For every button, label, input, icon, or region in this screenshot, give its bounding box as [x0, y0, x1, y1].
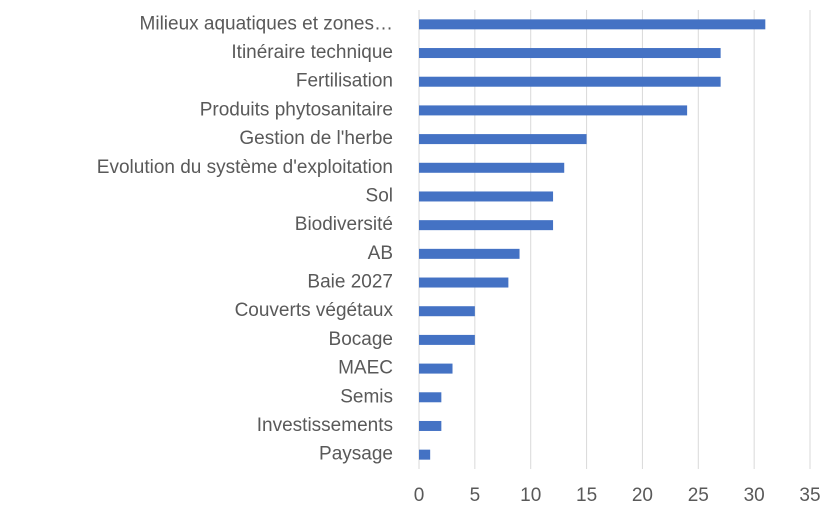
- y-tick-label: Produits phytosanitaire: [200, 99, 393, 120]
- y-tick-label: Bocage: [329, 329, 393, 350]
- bar: [419, 334, 475, 345]
- x-tick-label: 35: [799, 485, 820, 506]
- x-tick-label: 25: [688, 485, 709, 506]
- bar: [419, 134, 587, 145]
- bar: [419, 277, 509, 288]
- x-tick-label: 20: [632, 485, 653, 506]
- bar: [419, 363, 453, 374]
- y-tick-label: MAEC: [338, 358, 393, 379]
- y-tick-label: Sol: [366, 185, 393, 206]
- y-tick-label: Itinéraire technique: [231, 42, 393, 63]
- bar: [419, 191, 554, 202]
- bar: [419, 48, 721, 59]
- y-tick-label: Semis: [340, 386, 393, 407]
- y-tick-label: Baie 2027: [307, 272, 393, 293]
- bar: [419, 19, 766, 30]
- y-tick-label: Couverts végétaux: [235, 300, 394, 321]
- bar: [419, 449, 431, 460]
- x-tick-label: 5: [470, 485, 481, 506]
- bar: [419, 220, 554, 231]
- bar: [419, 248, 520, 259]
- x-tick-label: 15: [576, 485, 597, 506]
- y-tick-label: Evolution du système d'exploitation: [97, 157, 393, 178]
- y-tick-label: Fertilisation: [296, 71, 393, 92]
- bar: [419, 162, 565, 173]
- y-tick-label: Biodiversité: [295, 214, 393, 235]
- y-tick-label: Milieux aquatiques et zones…: [140, 13, 393, 34]
- bar: [419, 392, 442, 403]
- bar: [419, 105, 688, 116]
- x-tick-label: 0: [414, 485, 425, 506]
- y-tick-label: Gestion de l'herbe: [239, 128, 393, 149]
- x-tick-label: 10: [520, 485, 541, 506]
- bar: [419, 306, 475, 317]
- bar: [419, 76, 721, 87]
- y-tick-label: AB: [368, 243, 393, 264]
- bar: [419, 420, 442, 431]
- y-tick-label: Paysage: [319, 444, 393, 465]
- x-tick-label: 30: [744, 485, 765, 506]
- y-tick-label: Investissements: [257, 415, 393, 436]
